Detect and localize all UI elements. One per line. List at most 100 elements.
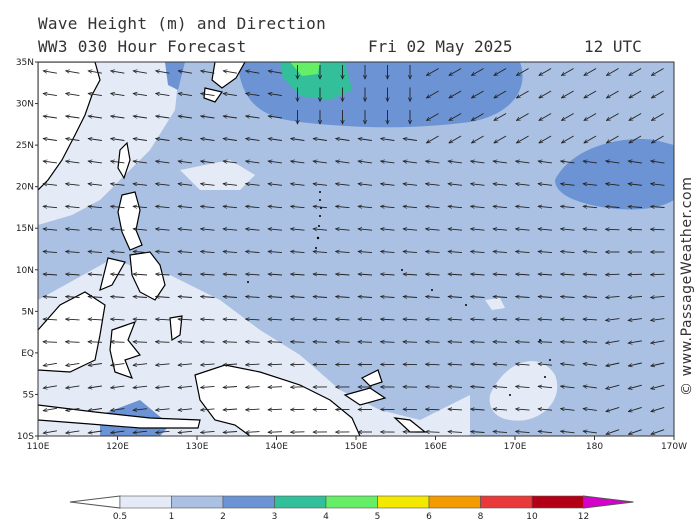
- lon-tick-label: 150E: [345, 442, 368, 452]
- wave-direction-arrow: [246, 161, 260, 163]
- wave-direction-arrow: [381, 274, 395, 275]
- wave-direction-arrow: [336, 319, 350, 320]
- wave-direction-arrow: [43, 206, 58, 207]
- wave-direction-arrow: [246, 206, 260, 207]
- wave-direction-arrow: [156, 93, 170, 95]
- wave-direction-arrow: [111, 229, 125, 230]
- wave-direction-arrow: [88, 409, 102, 411]
- lon-tick-label: 120E: [106, 442, 129, 452]
- wave-direction-arrow: [584, 68, 597, 76]
- wave-direction-arrow: [133, 71, 147, 74]
- wave-direction-arrow: [111, 161, 125, 163]
- wave-direction-arrow: [651, 229, 665, 230]
- wave-direction-arrow: [538, 161, 552, 163]
- wave-direction-arrow: [66, 274, 80, 275]
- wave-direction-arrow: [268, 251, 283, 252]
- wave-direction-arrow: [223, 139, 237, 141]
- wave-direction-arrow: [403, 251, 418, 252]
- wave-direction-arrow: [628, 274, 643, 275]
- wave-direction-arrow: [133, 116, 147, 118]
- wave-direction-arrow: [336, 229, 350, 230]
- wave-direction-arrow: [291, 206, 305, 207]
- lat-tick-label: 35N: [16, 58, 34, 68]
- wave-direction-arrow: [66, 229, 80, 230]
- wave-direction-arrow: [516, 113, 529, 121]
- wave-direction-arrow: [43, 385, 57, 388]
- wave-direction-arrow: [449, 68, 462, 76]
- wave-direction-arrow: [156, 184, 170, 186]
- wave-direction-arrow: [111, 342, 125, 343]
- wave-direction-arrow: [651, 90, 664, 98]
- wave-direction-arrow: [493, 431, 508, 432]
- wave-direction-arrow: [246, 229, 260, 230]
- wave-direction-arrow: [583, 184, 598, 186]
- wave-direction-arrow: [358, 319, 373, 320]
- wave-direction-arrow: [651, 319, 665, 321]
- wave-direction-arrow: [426, 409, 440, 410]
- wave-direction-arrow: [561, 342, 575, 343]
- wave-direction-arrow: [268, 364, 283, 365]
- wave-direction-arrow: [313, 184, 328, 186]
- wave-direction-arrow: [88, 206, 103, 207]
- wave-direction-arrow: [358, 274, 373, 275]
- wave-direction-arrow: [651, 184, 665, 186]
- wave-direction-arrow: [628, 184, 642, 186]
- wave-direction-arrow: [651, 362, 665, 366]
- wave-direction-arrow: [111, 274, 125, 275]
- wave-direction-arrow: [133, 409, 148, 411]
- wave-direction-arrow: [133, 93, 147, 95]
- wave-direction-arrow: [313, 342, 328, 343]
- lon-tick-label: 180: [586, 442, 603, 452]
- wave-direction-arrow: [268, 206, 283, 207]
- wave-direction-arrow: [381, 206, 395, 207]
- wave-direction-arrow: [268, 184, 283, 186]
- new-britain-land: [343, 387, 387, 406]
- wave-direction-arrow: [651, 113, 664, 121]
- wave-direction-arrow: [291, 319, 305, 320]
- wave-direction-arrow: [538, 364, 553, 365]
- wave-direction-arrow: [381, 184, 395, 186]
- wave-direction-arrow: [133, 431, 148, 433]
- wave-direction-arrow: [358, 342, 373, 343]
- wave-direction-arrow: [471, 135, 484, 143]
- wave-direction-arrow: [561, 229, 575, 230]
- wave-direction-arrow: [471, 432, 485, 433]
- wave-direction-arrow: [223, 342, 238, 343]
- wave-direction-arrow: [246, 274, 260, 275]
- wave-direction-arrow: [201, 206, 215, 207]
- wave-direction-arrow: [606, 406, 620, 411]
- wave-direction-arrow: [201, 319, 215, 320]
- wave-direction-arrow: [156, 409, 170, 410]
- wave-direction-arrow: [178, 297, 193, 298]
- legend-label: 10: [526, 512, 538, 522]
- wave-direction-arrow: [583, 364, 597, 366]
- legend-label: 12: [578, 512, 589, 522]
- lon-tick-label: 110E: [27, 442, 50, 452]
- wave-direction-arrow: [133, 319, 148, 320]
- forecast-date: Fri 02 May 2025: [368, 37, 513, 56]
- wave-direction-arrow: [449, 113, 462, 121]
- wave-direction-arrow: [66, 184, 80, 186]
- wave-direction-arrow: [561, 297, 575, 298]
- wave-direction-arrow: [156, 116, 170, 118]
- wave-direction-arrow: [66, 71, 80, 74]
- wave-direction-arrow: [88, 184, 103, 186]
- wave-direction-arrow: [156, 342, 170, 343]
- wave-direction-arrow: [426, 90, 439, 98]
- wave-direction-arrow: [561, 319, 575, 320]
- wave-direction-arrow: [426, 184, 440, 186]
- lat-tick-label: 20N: [16, 183, 34, 193]
- wave-direction-arrow: [268, 319, 283, 320]
- wave-direction-arrow: [268, 409, 283, 410]
- legend-label: 0.5: [113, 512, 127, 522]
- wave-direction-arrow: [156, 431, 170, 432]
- wave-direction-arrow: [583, 386, 597, 388]
- wave-direction-arrow: [66, 363, 80, 365]
- wave-direction-arrow: [201, 229, 215, 230]
- wave-direction-arrow: [493, 364, 508, 365]
- wave-direction-arrow: [291, 184, 305, 186]
- wave-direction-arrow: [111, 93, 125, 95]
- wave-direction-arrow: [584, 113, 597, 121]
- wave-direction-arrow: [291, 274, 305, 275]
- wave-direction-arrow: [88, 297, 103, 298]
